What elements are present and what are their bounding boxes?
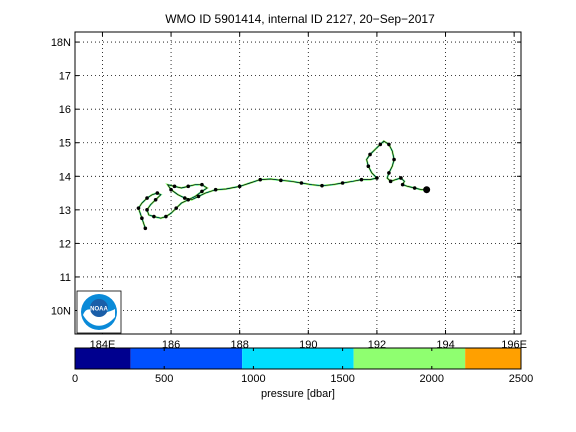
track-point	[375, 176, 379, 180]
y-tick-label: 16	[59, 104, 71, 116]
y-tick-label: 15	[59, 138, 71, 150]
colorbar: 0 500 1000 1500 2000 2500 pressure [dbar]	[72, 347, 533, 400]
track-point	[359, 177, 364, 182]
track-point	[174, 206, 179, 210]
chart-title: WMO ID 5901414, internal ID 2127, 20−Sep…	[165, 12, 435, 26]
track-point	[153, 197, 158, 202]
noaa-logo: NOAA	[76, 290, 122, 334]
track-point	[145, 196, 149, 200]
track-point	[182, 196, 187, 200]
colorbar-band	[130, 348, 243, 369]
track-point	[366, 164, 371, 169]
track-point	[237, 184, 242, 189]
track-point	[186, 197, 191, 202]
track-point	[340, 181, 345, 185]
track-point	[200, 189, 204, 194]
track-point	[368, 152, 372, 157]
float-track	[136, 139, 431, 231]
y-tick-label: 12	[59, 238, 71, 250]
track-point	[213, 187, 218, 192]
track-point	[399, 176, 403, 180]
track-point	[378, 142, 383, 147]
track-point	[140, 216, 144, 221]
track-point	[387, 142, 391, 147]
track-point	[320, 183, 324, 188]
colorbar-tick-label: 2000	[420, 373, 444, 385]
logo-text: NOAA	[90, 307, 108, 313]
logo-inner-circle	[90, 299, 108, 317]
track-point	[136, 206, 141, 210]
track-point	[186, 184, 191, 189]
track-end-marker	[423, 186, 431, 194]
colorbar-ticks: 0 500 1000 1500 2000 2500	[72, 348, 533, 385]
track-point	[172, 184, 177, 189]
track-point	[392, 157, 396, 162]
track-point	[387, 171, 391, 175]
track-point	[169, 187, 173, 192]
track-point	[299, 181, 304, 185]
track-point	[258, 177, 263, 182]
logo-wave	[83, 309, 115, 326]
track-point	[155, 191, 160, 195]
colorbar-tick-label: 2500	[509, 373, 533, 385]
y-tick-label: 11	[60, 272, 71, 284]
colorbar-band	[353, 348, 466, 369]
track-point	[145, 208, 149, 212]
colorbar-tick-label: 500	[155, 373, 173, 385]
colorbar-band	[465, 348, 521, 369]
colorbar-tick-label: 0	[72, 373, 78, 385]
track-point	[388, 179, 393, 184]
track-point	[200, 182, 204, 187]
colorbar-band	[242, 348, 354, 369]
plot-frame	[74, 31, 522, 335]
track-point	[279, 178, 283, 183]
colorbar-tick-label: 1500	[330, 373, 354, 385]
plot-area: 184E 186 188 190 192 194 196E 10N1112131415161…	[51, 31, 527, 351]
track-point	[196, 194, 201, 199]
y-tick-label: 14	[59, 171, 71, 183]
y-tick-label: 13	[59, 205, 71, 217]
track-point	[152, 214, 156, 219]
colorbar-label: pressure [dbar]	[261, 388, 335, 400]
track-point	[412, 186, 417, 190]
colorbar-bands	[75, 348, 521, 369]
colorbar-band	[75, 348, 131, 369]
y-tick-label: 18N	[51, 37, 71, 49]
y-tick-label: 17	[59, 71, 71, 83]
colorbar-tick-label: 1000	[241, 373, 265, 385]
y-tick-label: 10N	[51, 306, 71, 318]
track-point	[400, 182, 405, 187]
track-point	[164, 214, 168, 219]
colorbar-frame	[74, 347, 522, 370]
y-axis: 10N 11 12 13 14 15 16 17 18N	[51, 37, 521, 318]
track-point	[143, 226, 148, 231]
